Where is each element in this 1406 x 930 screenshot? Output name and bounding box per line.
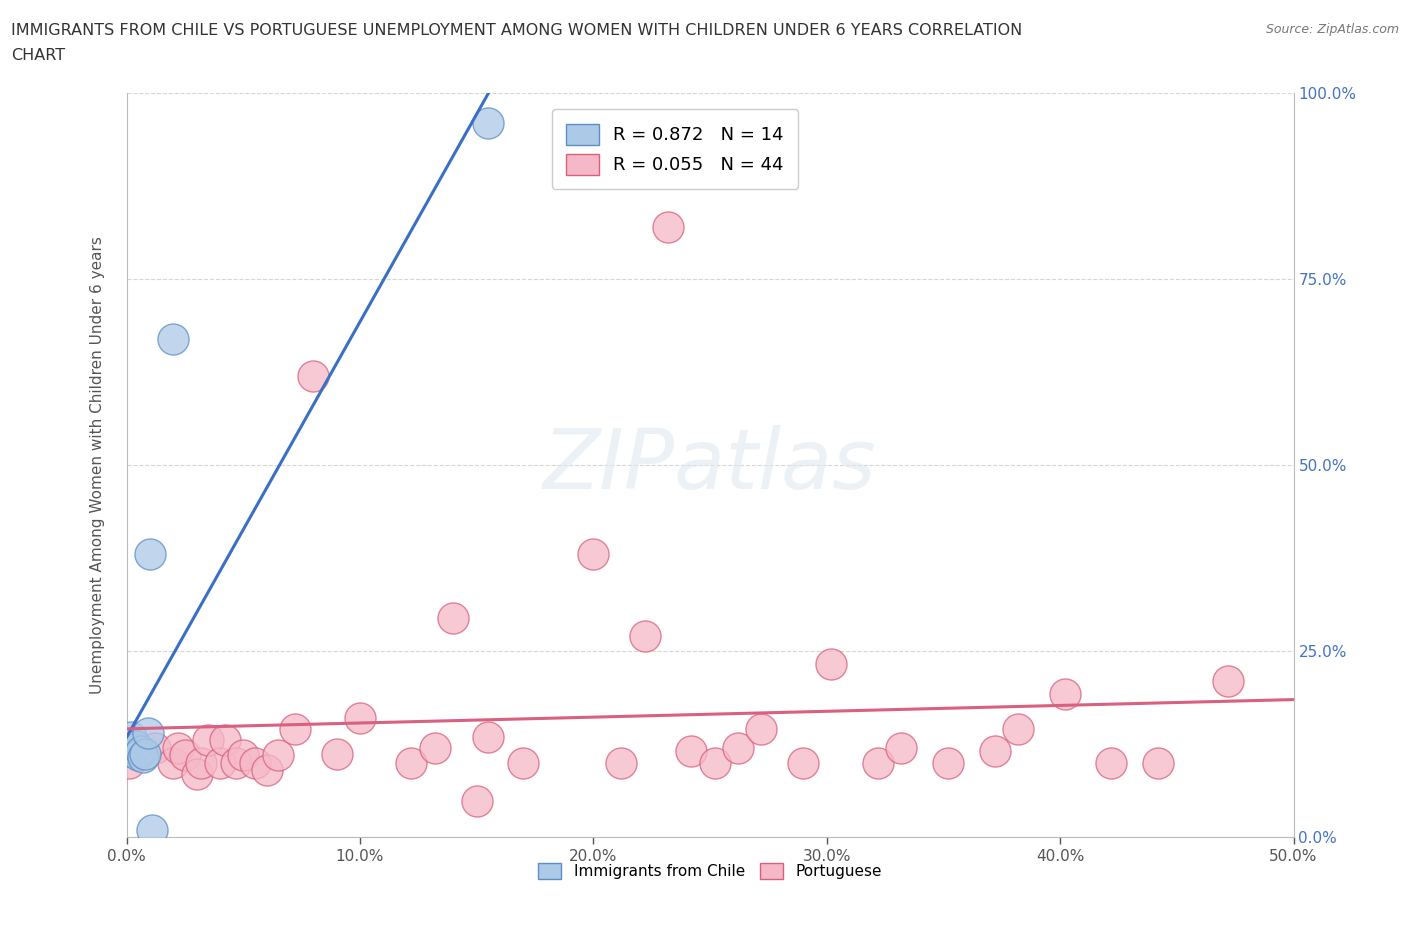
Point <box>634 629 657 644</box>
Point <box>465 794 488 809</box>
Point <box>401 755 423 770</box>
Point <box>143 740 166 755</box>
Point <box>225 755 247 770</box>
Point <box>284 722 307 737</box>
Point <box>129 744 152 759</box>
Point <box>232 748 254 763</box>
Point <box>890 740 912 755</box>
Point <box>167 740 190 755</box>
Text: CHART: CHART <box>11 48 65 63</box>
Point <box>657 219 679 234</box>
Text: Source: ZipAtlas.com: Source: ZipAtlas.com <box>1265 23 1399 36</box>
Point <box>127 748 149 763</box>
Point <box>174 748 197 763</box>
Point <box>1147 755 1170 770</box>
Point <box>162 331 184 346</box>
Point <box>186 766 208 781</box>
Point <box>302 368 325 383</box>
Point <box>1218 673 1240 688</box>
Point <box>751 722 773 737</box>
Point <box>349 711 371 725</box>
Point <box>936 755 959 770</box>
Point <box>984 744 1007 759</box>
Point <box>1101 755 1123 770</box>
Point <box>243 755 266 770</box>
Point <box>423 740 446 755</box>
Point <box>120 729 142 744</box>
Point <box>477 729 499 744</box>
Y-axis label: Unemployment Among Women with Children Under 6 years: Unemployment Among Women with Children U… <box>90 236 105 694</box>
Point <box>132 750 155 764</box>
Point <box>727 740 749 755</box>
Legend: Immigrants from Chile, Portuguese: Immigrants from Chile, Portuguese <box>533 857 887 885</box>
Point <box>820 657 842 671</box>
Point <box>162 755 184 770</box>
Point <box>512 755 534 770</box>
Text: ZIPatlas: ZIPatlas <box>543 424 877 506</box>
Point <box>792 755 814 770</box>
Point <box>134 746 156 761</box>
Point <box>125 738 148 753</box>
Point <box>325 746 347 761</box>
Point <box>441 610 464 625</box>
Point <box>208 755 231 770</box>
Point <box>703 755 725 770</box>
Point <box>1007 722 1029 737</box>
Point <box>868 755 890 770</box>
Point <box>190 755 212 770</box>
Point <box>582 547 605 562</box>
Point <box>610 755 633 770</box>
Point <box>267 748 290 763</box>
Point <box>197 733 219 748</box>
Point <box>136 725 159 740</box>
Point <box>256 763 278 777</box>
Point <box>141 822 163 837</box>
Point <box>115 744 138 759</box>
Point <box>122 742 145 757</box>
Point <box>681 744 703 759</box>
Point <box>214 733 236 748</box>
Point <box>1053 686 1076 701</box>
Point <box>118 737 141 751</box>
Point <box>139 547 162 562</box>
Text: IMMIGRANTS FROM CHILE VS PORTUGUESE UNEMPLOYMENT AMONG WOMEN WITH CHILDREN UNDER: IMMIGRANTS FROM CHILE VS PORTUGUESE UNEM… <box>11 23 1022 38</box>
Point <box>118 755 141 770</box>
Point <box>477 115 499 130</box>
